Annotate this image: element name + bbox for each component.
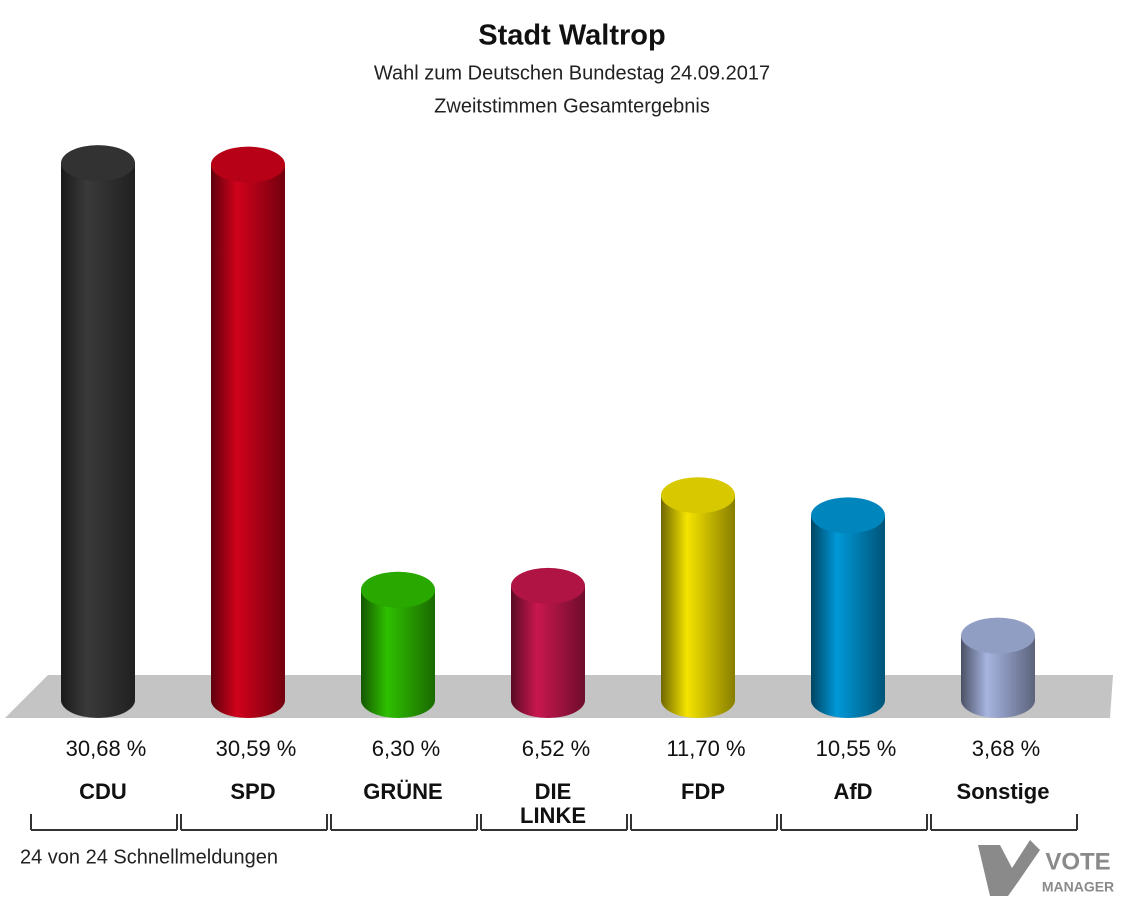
bar-top	[511, 567, 585, 604]
bar-group	[661, 477, 735, 718]
x-tick-label: SPD	[230, 779, 276, 804]
x-tick-label: FDP	[681, 779, 725, 804]
bar-group	[511, 567, 585, 718]
bar-top	[61, 145, 135, 182]
bar-top-shade	[211, 146, 285, 183]
chart-title: Stadt Waltrop	[478, 20, 665, 52]
x-tick-label: AfD	[833, 779, 873, 804]
chart-subtitle: Wahl zum Deutschen Bundestag 24.09.2017	[374, 62, 770, 84]
bar-top	[661, 477, 735, 514]
bar-shade	[661, 495, 735, 718]
logo-icon	[978, 840, 1040, 896]
chart-subtitle: Zweitstimmen Gesamtergebnis	[434, 95, 710, 117]
x-tick-label: GRÜNE	[363, 779, 443, 804]
bar-top-shade	[811, 497, 885, 534]
value-label: 10,55 %	[816, 736, 897, 761]
logo-text: MANAGER	[1042, 879, 1114, 895]
bar-shade	[511, 585, 585, 718]
bar-top-shade	[61, 145, 135, 182]
bar-top-shade	[361, 571, 435, 608]
bar-shade	[61, 163, 135, 719]
bar-shade	[961, 635, 1035, 718]
value-label: 6,30 %	[372, 736, 441, 761]
logo-text: VOTE	[1045, 848, 1110, 875]
bar-top	[361, 571, 435, 608]
logo: VOTE MANAGER	[978, 840, 1114, 896]
bar-group	[811, 497, 885, 718]
value-label: 30,68 %	[66, 736, 147, 761]
value-label: 11,70 %	[666, 736, 745, 761]
bar-top-shade	[661, 477, 735, 514]
bar-top-shade	[961, 617, 1035, 654]
bar-group	[961, 617, 1035, 718]
x-tick-label: Sonstige	[956, 779, 1050, 804]
x-tick-label: DIE LINKE	[520, 779, 586, 828]
bar-group	[361, 571, 435, 718]
value-label: 30,59 %	[216, 736, 297, 761]
bar-shade	[811, 515, 885, 718]
bar-shade	[361, 589, 435, 718]
bar-top-shade	[511, 567, 585, 604]
bar-top	[961, 617, 1035, 654]
value-label: 6,52 %	[522, 736, 591, 761]
bar-group	[211, 146, 285, 719]
bar-shade	[211, 164, 285, 719]
bar-group	[61, 145, 135, 719]
x-tick-label: CDU	[79, 779, 127, 804]
footer-note: 24 von 24 Schnellmeldungen	[20, 846, 278, 868]
bar-top	[211, 146, 285, 183]
bar-top	[811, 497, 885, 534]
value-label: 3,68 %	[972, 736, 1041, 761]
